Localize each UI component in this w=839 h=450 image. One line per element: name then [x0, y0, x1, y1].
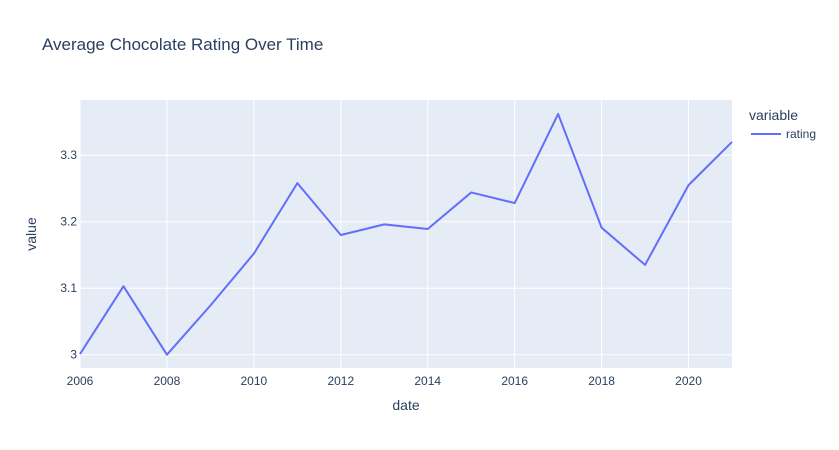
legend-title: variable	[749, 107, 798, 123]
x-tick-label: 2006	[67, 374, 94, 388]
legend-item-label: rating	[786, 127, 816, 141]
x-tick-label: 2016	[501, 374, 528, 388]
x-tick-label: 2018	[588, 374, 615, 388]
x-axis-ticks: 2006 2008 2010 2012 2014 2016 2018 2020	[67, 374, 703, 388]
y-tick-label: 3	[70, 348, 77, 362]
y-tick-label: 3.2	[60, 215, 77, 229]
y-tick-label: 3.3	[60, 148, 77, 162]
y-gridlines	[80, 154, 732, 356]
x-tick-label: 2010	[241, 374, 268, 388]
x-axis-title: date	[392, 397, 419, 413]
series-line-rating	[79, 112, 733, 356]
y-tick-label: 3.1	[60, 281, 77, 295]
x-tick-label: 2012	[327, 374, 354, 388]
series-layer	[79, 112, 733, 356]
chart-title: Average Chocolate Rating Over Time	[42, 35, 323, 54]
x-tick-label: 2014	[414, 374, 441, 388]
plot-area	[80, 100, 732, 368]
y-axis-title: value	[23, 217, 39, 251]
legend: variable rating	[749, 107, 816, 141]
x-gridlines	[79, 100, 690, 368]
x-tick-label: 2008	[154, 374, 181, 388]
x-tick-label: 2020	[675, 374, 702, 388]
y-axis-ticks: 3 3.1 3.2 3.3	[60, 148, 77, 362]
